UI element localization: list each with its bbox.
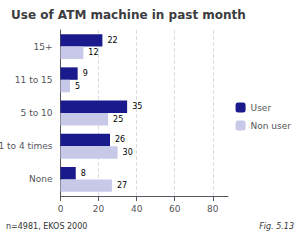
svg-text:n=4981, EKOS 2000: n=4981, EKOS 2000 [6,222,87,231]
svg-text:Fig. 5.13: Fig. 5.13 [259,222,294,231]
svg-text:Non user: Non user [251,121,292,131]
svg-text:1 to 4 times: 1 to 4 times [0,141,53,151]
svg-text:5 to 10: 5 to 10 [21,108,53,118]
svg-text:9: 9 [83,69,88,78]
svg-text:20: 20 [93,204,105,214]
svg-text:11 to 15: 11 to 15 [15,75,53,85]
svg-text:User: User [251,103,272,113]
svg-text:25: 25 [113,115,123,124]
svg-text:60: 60 [169,204,181,214]
svg-text:30: 30 [123,148,133,157]
svg-text:8: 8 [81,169,86,178]
svg-text:None: None [29,174,53,184]
svg-text:Use of ATM machine in past mon: Use of ATM machine in past month [11,8,246,22]
svg-text:5: 5 [75,82,80,91]
svg-text:27: 27 [117,181,127,190]
svg-text:0: 0 [58,204,64,214]
svg-text:22: 22 [107,36,117,45]
svg-text:15+: 15+ [34,42,53,52]
svg-text:26: 26 [115,135,125,144]
svg-text:80: 80 [207,204,219,214]
svg-text:35: 35 [132,102,142,111]
svg-text:40: 40 [131,204,143,214]
svg-text:12: 12 [88,48,98,57]
